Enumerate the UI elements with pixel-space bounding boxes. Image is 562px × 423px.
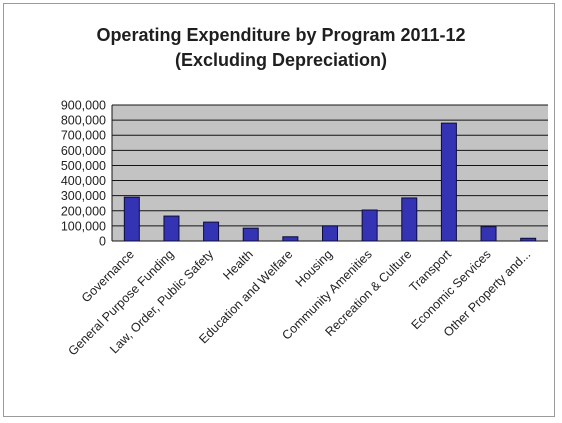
y-tick-label: 600,000 — [61, 144, 106, 158]
bar — [440, 122, 457, 242]
y-tick-label: 700,000 — [61, 129, 106, 143]
y-tick-label: 500,000 — [61, 159, 106, 173]
bar — [163, 215, 180, 242]
x-category-label: Health — [220, 247, 255, 282]
y-tick-label: 400,000 — [61, 174, 106, 188]
bar — [282, 236, 299, 242]
chart-title: Operating Expenditure by Program 2011-12 — [96, 25, 466, 45]
y-tick-label: 900,000 — [61, 99, 106, 113]
y-tick-label: 300,000 — [61, 189, 106, 203]
plot-area — [112, 105, 548, 241]
y-tick-label: 100,000 — [61, 219, 106, 233]
y-tick-label: 0 — [99, 235, 106, 249]
y-tick-label: 200,000 — [61, 204, 106, 218]
y-axis-tick-labels: 900,000800,000700,000600,000500,000400,0… — [61, 99, 106, 249]
bar — [520, 237, 537, 242]
bar — [361, 209, 378, 242]
bar — [242, 227, 259, 242]
bar — [322, 225, 338, 242]
bars — [123, 122, 537, 242]
bar — [401, 197, 418, 242]
chart-subtitle: (Excluding Depreciation) — [174, 50, 388, 70]
bar — [123, 196, 140, 242]
bar — [480, 226, 497, 242]
bar — [203, 221, 220, 242]
y-tick-label: 800,000 — [61, 114, 106, 128]
